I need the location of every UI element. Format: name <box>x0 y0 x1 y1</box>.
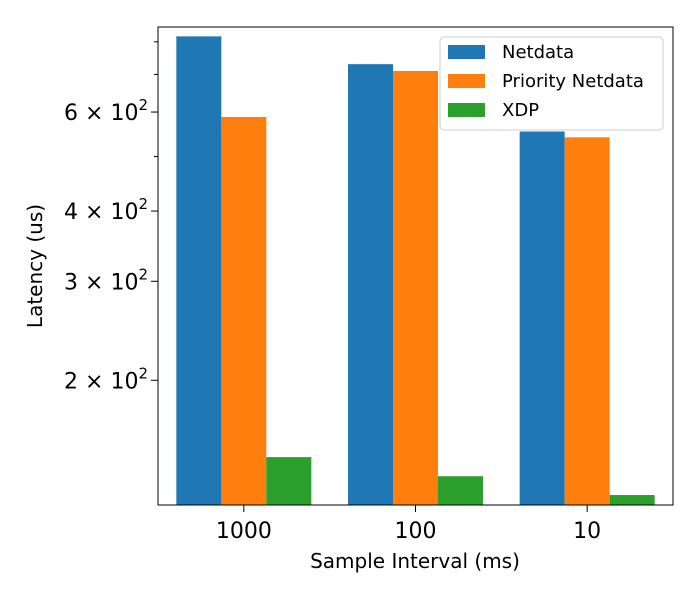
bar-netdata-10 <box>519 131 565 505</box>
legend-label: XDP <box>502 100 539 121</box>
y-axis: 2 × 102 3 × 102 4 × 102 6 × 102 <box>64 41 158 394</box>
y-tick-label: 6 × 102 <box>64 96 148 126</box>
bar-xdp-1000 <box>266 457 312 505</box>
bar-priority-netdata-10 <box>564 137 610 505</box>
legend-swatch <box>448 45 485 59</box>
x-tick-label: 100 <box>395 519 437 544</box>
bar-xdp-100 <box>438 476 483 505</box>
y-tick-label: 3 × 102 <box>64 265 148 295</box>
legend-swatch <box>448 103 485 117</box>
legend-box <box>439 36 664 131</box>
legend-label: Netdata <box>502 42 574 63</box>
bar-xdp-10 <box>609 495 655 505</box>
legend-label: Priority Netdata <box>502 71 644 92</box>
y-tick-label: 2 × 102 <box>64 364 148 394</box>
legend: Netdata Priority Netdata XDP <box>439 36 664 131</box>
bar-netdata-100 <box>348 64 393 505</box>
y-axis-title: Latency (us) <box>23 204 47 328</box>
x-tick-label: 1000 <box>216 519 272 544</box>
bar-netdata-1000 <box>176 36 222 505</box>
y-tick-label: 4 × 102 <box>64 195 148 225</box>
legend-swatch <box>448 74 485 88</box>
bar-priority-netdata-100 <box>393 70 438 506</box>
x-tick-label: 10 <box>573 519 601 544</box>
bar-priority-netdata-1000 <box>221 116 267 506</box>
x-axis: 1000 100 10 <box>216 505 601 544</box>
x-axis-title: Sample Interval (ms) <box>310 549 520 573</box>
bars-layer <box>176 36 655 506</box>
